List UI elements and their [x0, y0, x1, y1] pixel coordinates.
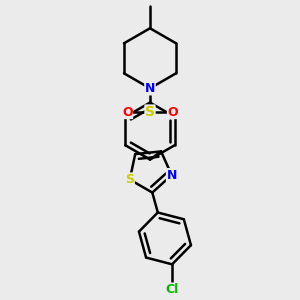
- Text: O: O: [122, 106, 133, 118]
- Text: O: O: [167, 106, 178, 118]
- Text: N: N: [167, 169, 177, 182]
- Text: S: S: [145, 105, 155, 119]
- Text: N: N: [145, 82, 155, 95]
- Text: Cl: Cl: [166, 283, 179, 296]
- Text: S: S: [125, 173, 134, 186]
